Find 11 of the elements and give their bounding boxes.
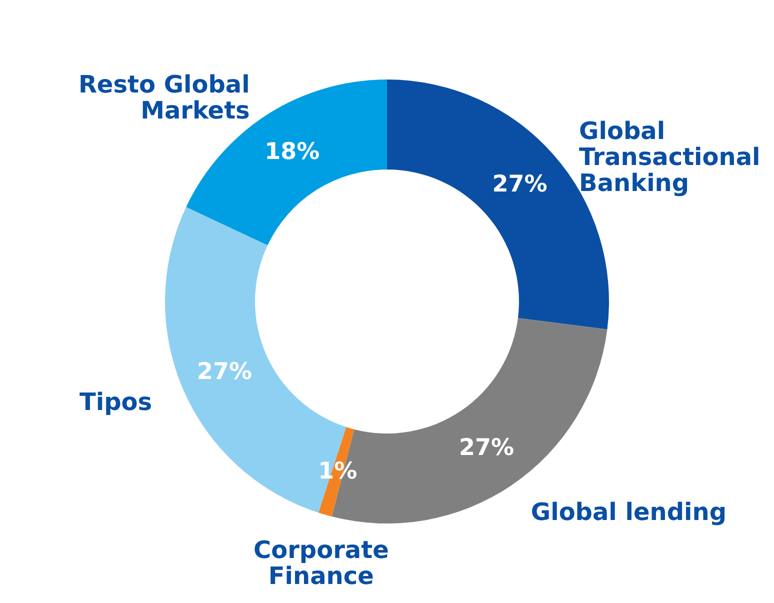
slice-label: Global lending: [530, 498, 727, 526]
slice-label: Tipos: [79, 388, 152, 416]
data-label: 27%: [492, 171, 548, 198]
slice-label: Global Transactional Banking: [579, 117, 760, 198]
donut-slice: [318, 427, 354, 517]
data-label: 18%: [264, 139, 320, 166]
data-label: 1%: [318, 458, 358, 484]
data-label: 27%: [458, 434, 514, 461]
slice-label: Resto Global Markets: [78, 70, 250, 124]
data-label: 27%: [197, 358, 252, 385]
slice-label: Corporate Finance: [253, 536, 389, 590]
